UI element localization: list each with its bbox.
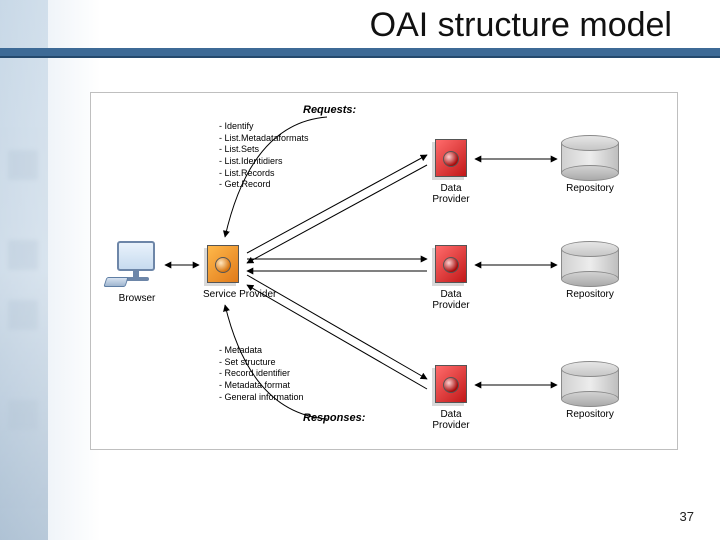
edge bbox=[247, 165, 427, 263]
title-underline bbox=[0, 56, 720, 58]
left-side-strip bbox=[0, 0, 48, 540]
title-bar bbox=[0, 48, 720, 56]
edge bbox=[247, 285, 427, 389]
edge bbox=[247, 155, 427, 253]
decor-square bbox=[8, 240, 38, 270]
decor-square bbox=[8, 400, 38, 430]
decor-square bbox=[8, 300, 38, 330]
page-number: 37 bbox=[680, 509, 694, 524]
edge bbox=[247, 275, 427, 379]
edge-requests-to-sp bbox=[225, 117, 327, 237]
diagram-frame: Requests: Responses: - Identify - List.M… bbox=[90, 92, 678, 450]
decor-square bbox=[8, 150, 38, 180]
diagram-edges bbox=[91, 93, 677, 449]
slide-title: OAI structure model bbox=[0, 6, 700, 45]
